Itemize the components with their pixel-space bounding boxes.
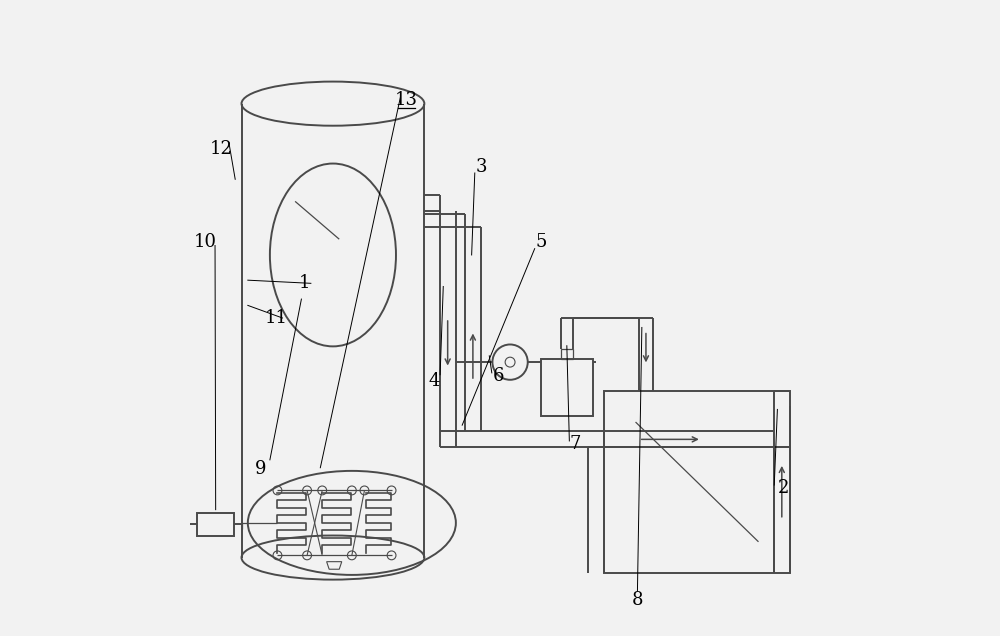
- Text: 6: 6: [492, 367, 504, 385]
- Text: 8: 8: [632, 591, 643, 609]
- Text: 1: 1: [299, 274, 310, 293]
- Text: 12: 12: [210, 140, 233, 158]
- Bar: [604, 391, 790, 573]
- Text: 5: 5: [535, 233, 547, 251]
- Bar: [197, 513, 234, 536]
- Bar: [541, 359, 593, 416]
- Text: 2: 2: [778, 479, 789, 497]
- Bar: [561, 349, 573, 359]
- Text: 7: 7: [570, 435, 581, 453]
- Text: 11: 11: [265, 309, 288, 327]
- Text: 9: 9: [255, 460, 266, 478]
- Text: 4: 4: [428, 372, 439, 390]
- Text: 10: 10: [194, 233, 217, 251]
- Text: 3: 3: [475, 158, 487, 176]
- Text: 13: 13: [395, 92, 418, 109]
